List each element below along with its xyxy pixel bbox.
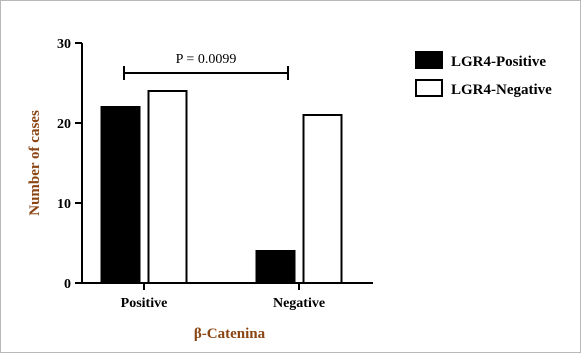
x-axis-title: β-Catenina bbox=[194, 326, 266, 342]
x-tick-label: Negative bbox=[273, 296, 325, 311]
bar-lgr4-positive-negative bbox=[255, 250, 296, 284]
legend-label-lgr4-negative: LGR4-Negative bbox=[451, 82, 552, 98]
y-tick-label: 30 bbox=[57, 37, 71, 52]
bars bbox=[100, 90, 343, 284]
bar-lgr4-positive-positive bbox=[100, 106, 141, 284]
y-ticks: 0 10 20 30 bbox=[57, 37, 82, 292]
x-tick-labels: Positive Negative bbox=[121, 283, 325, 311]
p-value-label: P = 0.0099 bbox=[176, 52, 237, 67]
y-tick-label: 10 bbox=[57, 197, 71, 212]
y-axis-title: Number of cases bbox=[27, 110, 43, 216]
bar-lgr4-negative-negative bbox=[302, 114, 343, 284]
bar-lgr4-negative-positive bbox=[147, 90, 188, 284]
legend-swatch-lgr4-negative bbox=[415, 79, 443, 97]
p-value-annotation: P = 0.0099 bbox=[123, 52, 289, 80]
legend-swatch-lgr4-positive bbox=[415, 51, 443, 69]
x-tick-label: Positive bbox=[121, 296, 168, 311]
legend-label-lgr4-positive: LGR4-Positive bbox=[451, 54, 546, 70]
y-tick-label: 20 bbox=[57, 117, 71, 132]
legend: LGR4-Positive LGR4-Negative bbox=[415, 51, 552, 98]
y-tick-label: 0 bbox=[64, 277, 71, 292]
